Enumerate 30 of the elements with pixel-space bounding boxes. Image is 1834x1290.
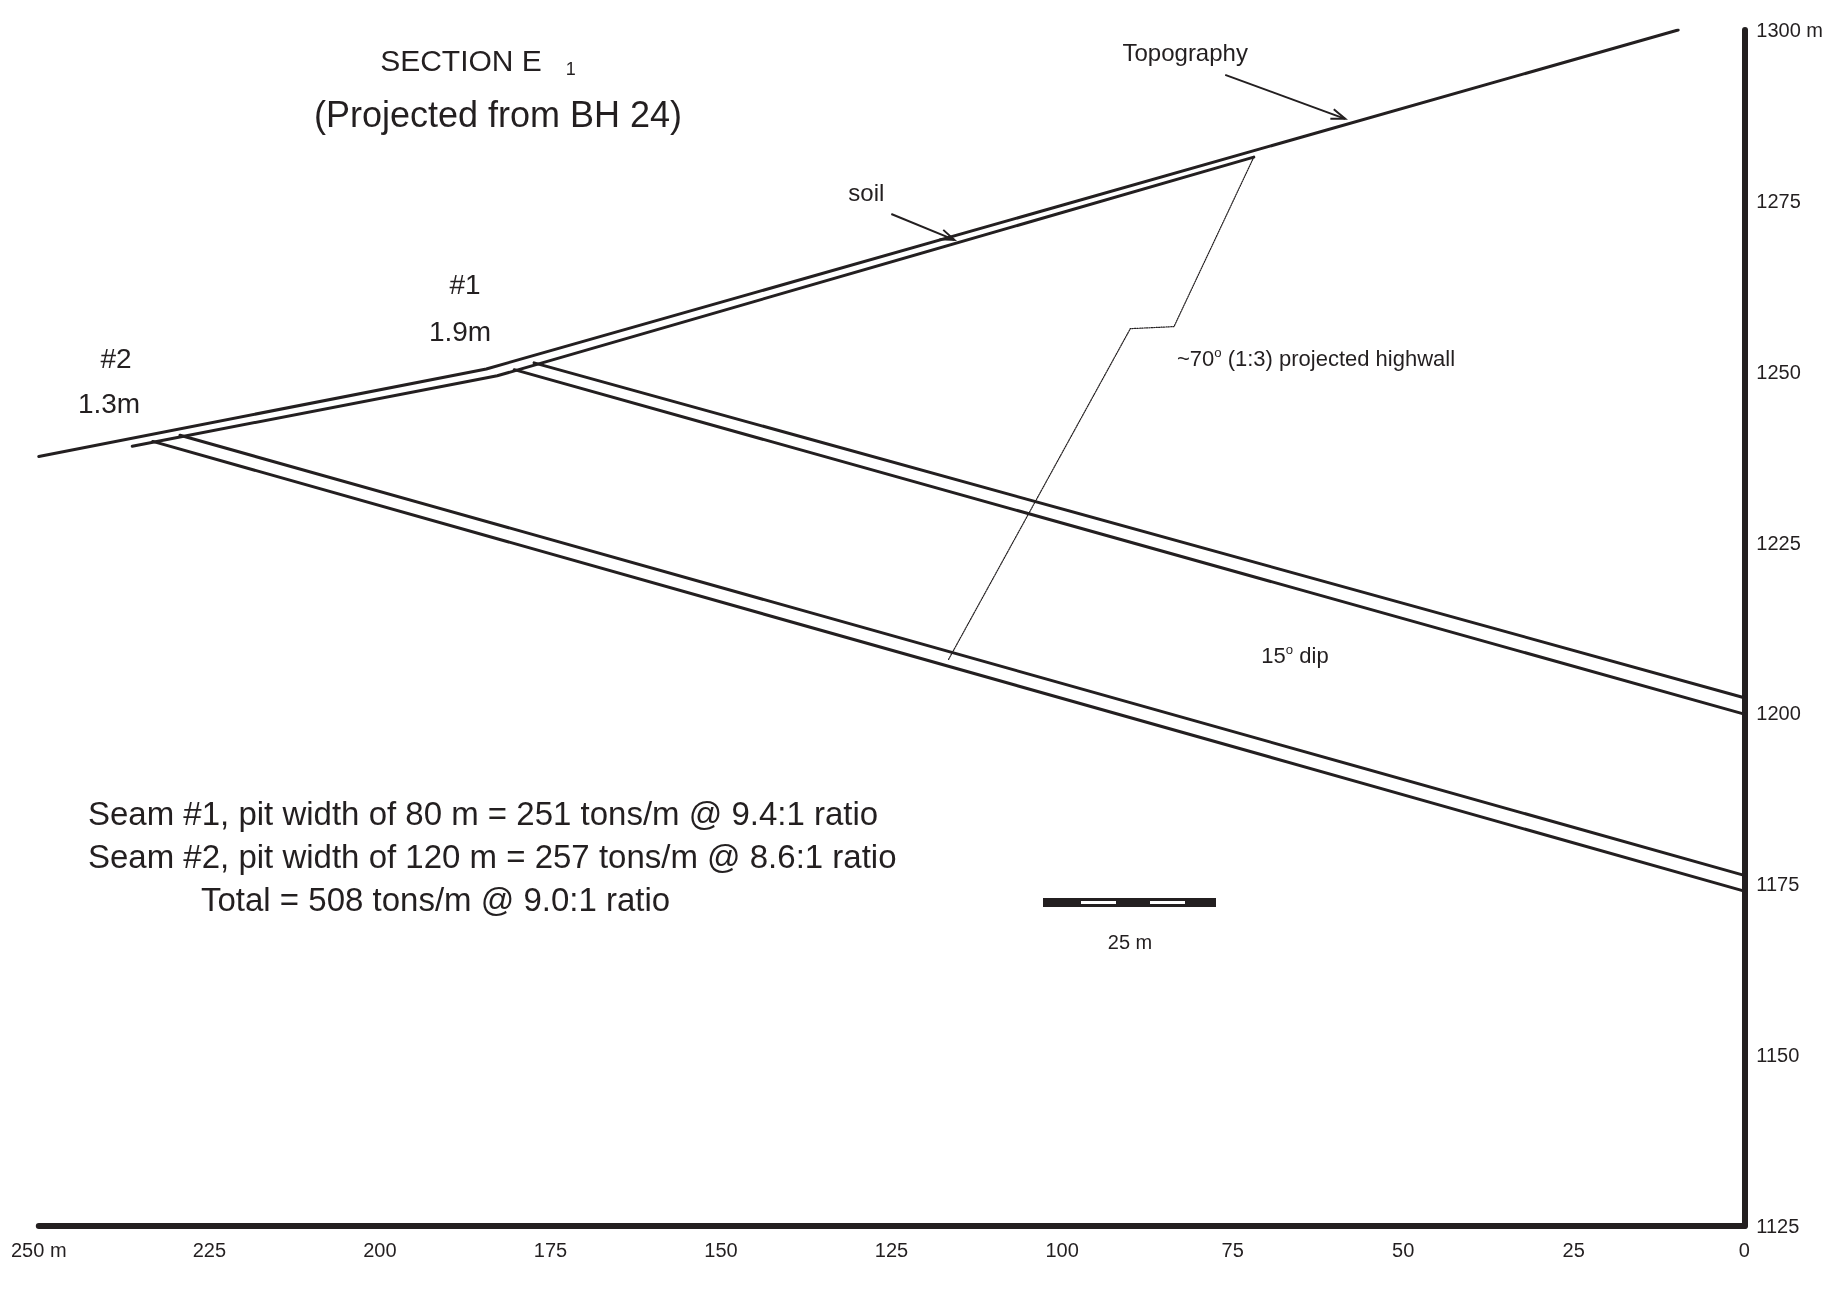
x-tick-label: 0 [1738, 1239, 1750, 1261]
annotation: Seam #1, pit width of 80 m = 251 tons/m @ 9.4:1 ratio [88, 794, 879, 832]
annotation: Topography [1122, 39, 1248, 67]
x-tick-label: 200 [363, 1239, 397, 1261]
y-tick-label: 1225 [1756, 531, 1801, 554]
annotation: 1.3m [77, 387, 141, 419]
annotation: #1 [449, 268, 481, 300]
annotation: Seam #2, pit width of 120 m = 257 tons/m @ 8.6:1 ratio [88, 837, 897, 875]
x-tick-label: 125 [874, 1239, 909, 1261]
x-tick-label: 50 [1392, 1239, 1415, 1261]
y-tick-label: 1150 [1756, 1044, 1800, 1067]
annotation: soil [848, 178, 885, 206]
y-tick-label: 1250 [1756, 360, 1801, 383]
y-tick-label: 1200 [1756, 702, 1801, 725]
annotation: Total = 508 tons/m @ 9.0:1 ratio [201, 880, 671, 918]
x-tick-label: 75 [1221, 1239, 1244, 1261]
annotation: 25 m [1107, 931, 1153, 953]
x-tick-label: 100 [1045, 1239, 1079, 1261]
annotation: #2 [100, 342, 132, 374]
x-tick-label: 225 [192, 1239, 227, 1261]
y-tick-label: 1175 [1756, 873, 1800, 896]
y-tick-label: 1125 [1756, 1215, 1800, 1237]
annotation: 1.9m [428, 315, 492, 347]
x-tick-label: 250 m [11, 1239, 67, 1261]
y-tick-label: 1275 [1756, 189, 1801, 212]
text: (Projected from BH 24) [313, 93, 683, 135]
x-tick-label: 175 [533, 1239, 568, 1261]
x-tick-label: 25 [1562, 1239, 1585, 1261]
y-tick-label: 1300 m [1756, 19, 1824, 41]
x-tick-label: 150 [704, 1239, 738, 1261]
